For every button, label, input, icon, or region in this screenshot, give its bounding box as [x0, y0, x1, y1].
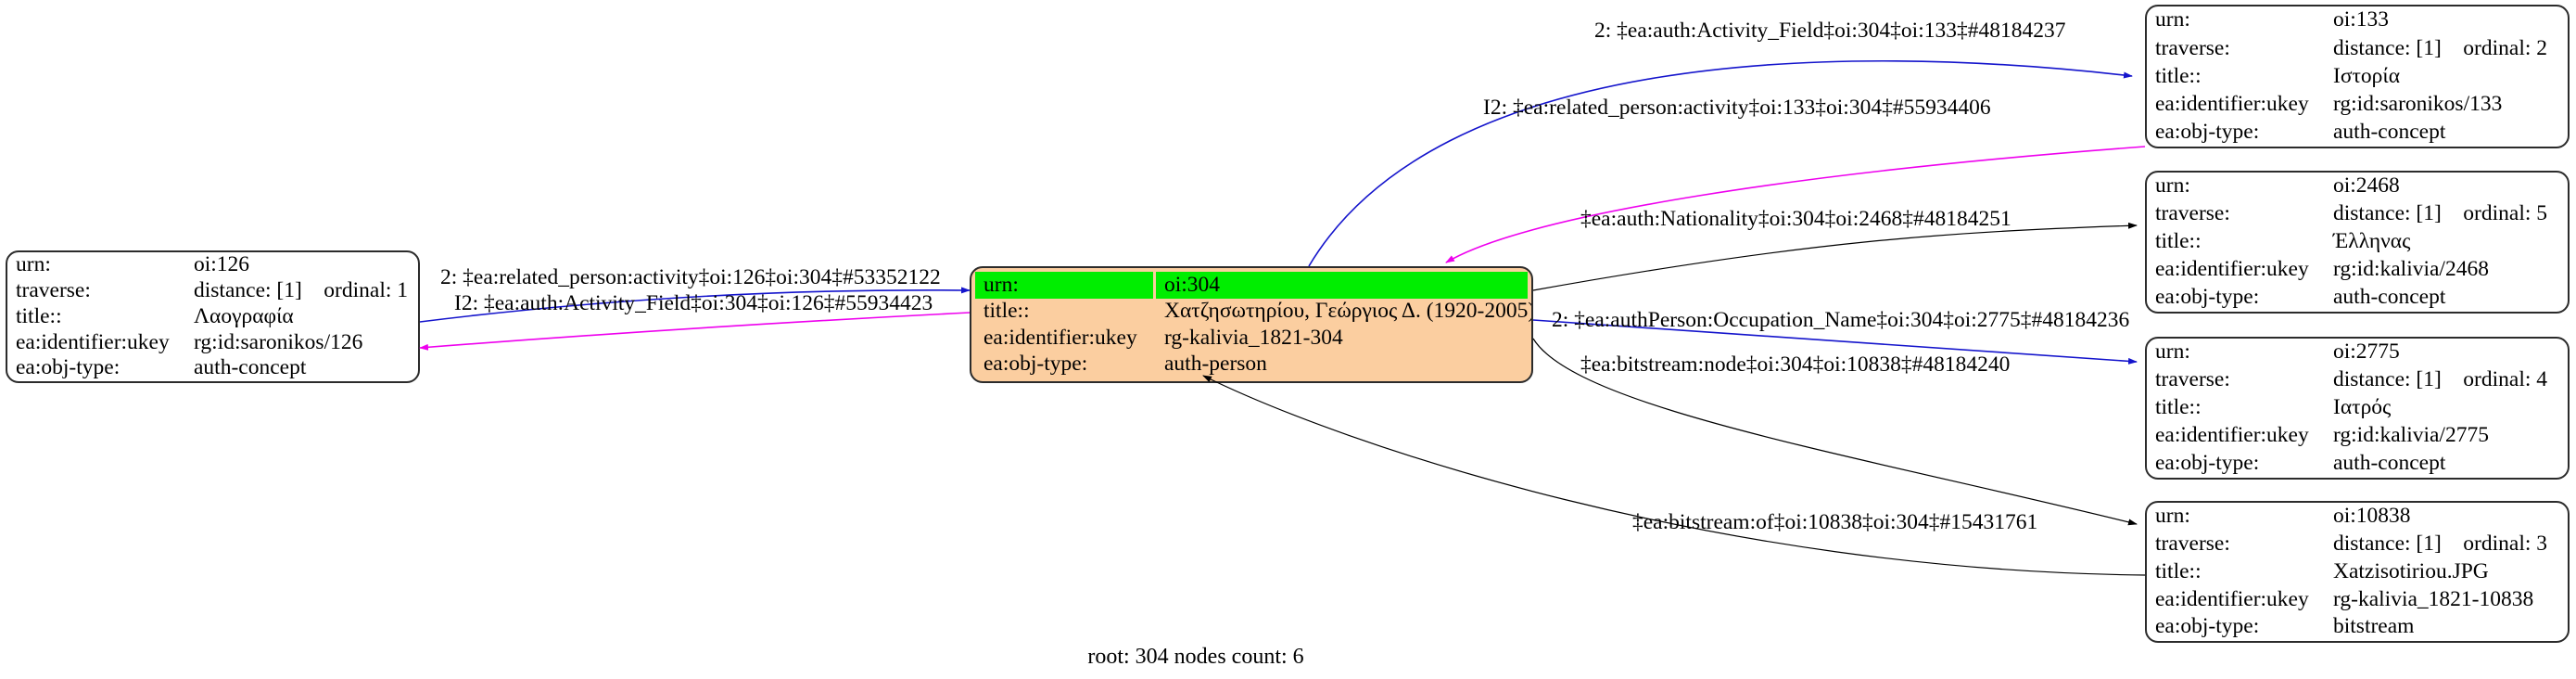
svg-text:I2: ‡ea:related_person:activit: I2: ‡ea:related_person:activity‡oi:133‡o…	[1483, 96, 1991, 120]
svg-text:I2: ‡ea:auth:Activity_Field‡oi: I2: ‡ea:auth:Activity_Field‡oi:304‡oi:12…	[454, 291, 933, 315]
svg-text:‡ea:bitstream:node‡oi:304‡oi:1: ‡ea:bitstream:node‡oi:304‡oi:10838‡#4818…	[1580, 352, 2010, 377]
svg-text:2: ‡ea:authPerson:Occupation_N: 2: ‡ea:authPerson:Occupation_Name‡oi:304…	[1552, 308, 2130, 332]
svg-text:2: ‡ea:related_person:activity: 2: ‡ea:related_person:activity‡oi:126‡oi…	[440, 265, 941, 289]
svg-text:‡ea:bitstream:of‡oi:10838‡oi:3: ‡ea:bitstream:of‡oi:10838‡oi:304‡#154317…	[1632, 510, 2037, 534]
svg-text:2: ‡ea:auth:Activity_Field‡oi:: 2: ‡ea:auth:Activity_Field‡oi:304‡oi:133…	[1594, 19, 2066, 43]
svg-text:‡ea:auth:Nationality‡oi:304‡oi: ‡ea:auth:Nationality‡oi:304‡oi:2468‡#481…	[1580, 207, 2011, 231]
